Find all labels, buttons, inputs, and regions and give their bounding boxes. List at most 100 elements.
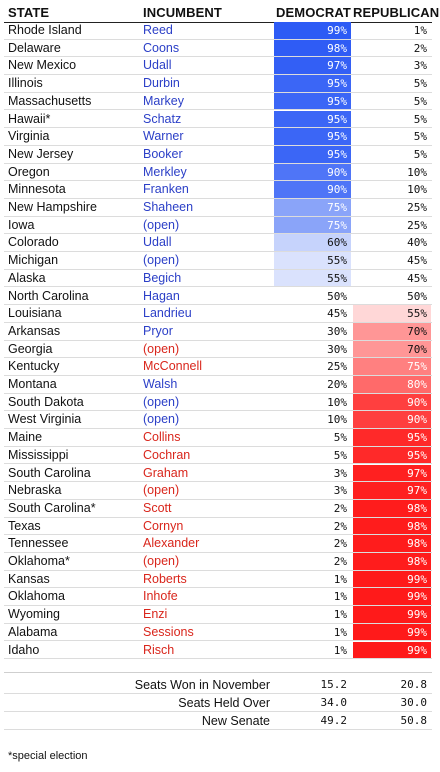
incumbent-name: Graham — [143, 465, 189, 480]
democrat-probability: 5% — [333, 431, 347, 445]
table-row: Oklahoma Inhofe 1% 99% — [0, 588, 440, 607]
table-row: New Hampshire Shaheen 75% 25% — [0, 199, 440, 217]
incumbent-name: (open) — [143, 394, 180, 409]
state-name: Mississippi — [8, 447, 69, 462]
state-name: Louisiana — [8, 306, 62, 321]
header-state: STATE — [8, 5, 50, 20]
state-name: Kentucky — [8, 359, 60, 374]
totals-row: Seats Won in November 15.2 20.8 — [0, 676, 440, 694]
table-row: Idaho Risch 1% 99% — [0, 641, 440, 660]
row-divider — [4, 445, 432, 447]
democrat-probability: 5% — [333, 448, 347, 462]
republican-probability: 3% — [413, 59, 427, 73]
democrat-probability: 97% — [274, 57, 351, 76]
state-name: North Carolina — [8, 288, 89, 303]
republican-probability: 98% — [353, 535, 431, 553]
header-republican: REPUBLICAN — [353, 5, 440, 20]
incumbent-name: Walsh — [143, 377, 178, 391]
table-row: Montana Walsh 20% 80% — [0, 376, 440, 394]
state-name: Colorado — [8, 235, 59, 250]
state-name: Virginia — [8, 129, 50, 144]
table-row: Alabama Sessions 1% 99% — [0, 623, 440, 642]
republican-probability: 70% — [353, 322, 431, 341]
republican-probability: 25% — [407, 218, 427, 232]
incumbent-name: (open) — [143, 253, 180, 268]
totals-republican: 20.8 — [400, 678, 428, 691]
democrat-probability: 55% — [274, 269, 351, 288]
state-name: South Dakota — [8, 394, 84, 409]
republican-probability: 40% — [407, 236, 427, 250]
table-row: Kansas Roberts 1% 99% — [0, 570, 440, 589]
state-name: Nebraska — [8, 483, 62, 498]
republican-probability: 99% — [353, 606, 431, 624]
democrat-probability: 95% — [274, 75, 351, 93]
totals-democrat: 49.2 — [320, 714, 348, 727]
row-divider — [4, 268, 432, 270]
republican-probability: 80% — [353, 376, 431, 394]
state-name: Oregon — [8, 164, 50, 179]
table-row: Maine Collins 5% 95% — [0, 429, 440, 447]
row-divider — [4, 410, 432, 412]
incumbent-name: Risch — [143, 642, 175, 657]
row-divider — [4, 74, 432, 76]
democrat-probability: 3% — [333, 466, 347, 480]
row-divider — [4, 38, 432, 40]
republican-probability: 5% — [413, 130, 427, 144]
incumbent-name: Coons — [143, 40, 180, 55]
republican-probability: 95% — [353, 446, 431, 465]
table-row: Michigan (open) 55% 45% — [0, 252, 440, 270]
republican-probability: 97% — [353, 482, 431, 500]
incumbent-name: (open) — [143, 412, 180, 427]
state-name: Illinois — [8, 76, 43, 91]
row-divider — [4, 622, 432, 624]
democrat-probability: 1% — [333, 572, 347, 586]
state-name: Delaware — [8, 40, 61, 55]
incumbent-name: Pryor — [143, 323, 173, 338]
row-divider — [4, 162, 432, 164]
republican-probability: 95% — [353, 429, 431, 447]
row-divider — [4, 251, 432, 253]
republican-probability: 1% — [413, 24, 427, 37]
republican-probability: 90% — [353, 411, 431, 430]
table-row: North Carolina Hagan 50% 50% — [0, 288, 440, 306]
table-row: West Virginia (open) 10% 90% — [0, 411, 440, 430]
table-row: Delaware Coons 98% 2% — [0, 39, 440, 58]
table-row: Arkansas Pryor 30% 70% — [0, 322, 440, 341]
incumbent-name: Durbin — [143, 76, 180, 91]
republican-probability: 2% — [413, 41, 427, 55]
state-name: New Mexico — [8, 58, 77, 73]
table-row: Illinois Durbin 95% 5% — [0, 75, 440, 93]
row-divider — [4, 109, 432, 111]
totals-republican: 50.8 — [400, 714, 428, 727]
republican-probability: 5% — [413, 94, 427, 108]
republican-probability: 97% — [353, 464, 431, 483]
table-row: Tennessee Alexander 2% 98% — [0, 535, 440, 553]
table-row: Massachusetts Markey 95% 5% — [0, 92, 440, 111]
state-name: Maine — [8, 430, 43, 445]
democrat-probability: 95% — [274, 128, 351, 146]
table-row: Wyoming Enzi 1% 99% — [0, 606, 440, 624]
row-divider — [4, 357, 432, 359]
header-divider — [4, 22, 432, 23]
democrat-probability: 75% — [274, 216, 351, 235]
row-divider — [4, 640, 432, 642]
table-row: Oregon Merkley 90% 10% — [0, 163, 440, 182]
row-divider — [4, 605, 432, 607]
row-divider — [4, 215, 432, 217]
totals-row: New Senate 49.2 50.8 — [0, 712, 440, 730]
table-row: Colorado Udall 60% 40% — [0, 234, 440, 253]
incumbent-name: Inhofe — [143, 589, 178, 604]
incumbent-name: Cochran — [143, 447, 191, 462]
row-divider — [4, 587, 432, 589]
democrat-probability: 45% — [327, 307, 347, 321]
incumbent-name: Sessions — [143, 624, 194, 639]
row-divider — [4, 339, 432, 341]
state-name: Massachusetts — [8, 93, 92, 108]
row-divider — [4, 534, 432, 536]
republican-probability: 90% — [353, 393, 431, 412]
table-row: Georgia (open) 30% 70% — [0, 340, 440, 359]
incumbent-name: (open) — [143, 554, 180, 568]
footnote: *special election — [8, 750, 88, 762]
row-divider — [4, 197, 432, 199]
table-row: Minnesota Franken 90% 10% — [0, 181, 440, 199]
